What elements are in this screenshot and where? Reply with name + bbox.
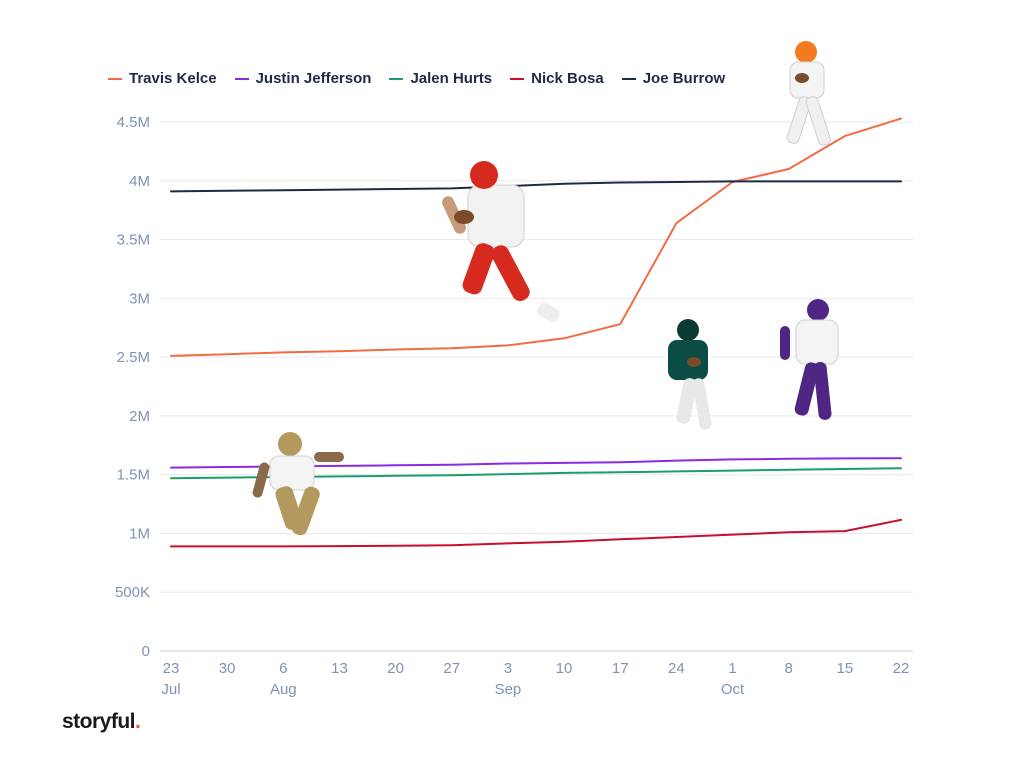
series-line-joe-burrow	[170, 180, 902, 193]
series-line-travis-kelce	[170, 117, 902, 357]
logo-text: storyful	[62, 710, 136, 733]
player-photo-nick-bosa	[252, 432, 344, 536]
y-tick-label: 0	[142, 643, 150, 660]
x-tick-label: 17	[612, 660, 629, 677]
storyful-logo: storyful.	[62, 710, 141, 734]
x-tick-label: 27	[443, 660, 460, 677]
x-axis-ticks: 23 Jul 30 6 Aug 13 20 27 3 Sep 10 17 24 1 Oct 8 15 22	[161, 660, 909, 698]
x-tick-label: 20	[387, 660, 404, 677]
y-tick-label: 3M	[129, 290, 150, 307]
legend-swatch	[389, 77, 404, 80]
y-tick-label: 2.5M	[117, 349, 150, 366]
x-tick-label: 10	[556, 660, 573, 677]
y-tick-label: 2M	[129, 408, 150, 425]
legend-swatch	[234, 77, 249, 80]
x-tick-month-label: Oct	[721, 681, 745, 698]
legend-item-travis-kelce: Travis Kelce	[108, 70, 217, 87]
x-tick-month-label: Jul	[161, 681, 180, 698]
x-tick-month-label: Sep	[495, 681, 522, 698]
legend-label: Justin Jefferson	[255, 70, 372, 87]
series-line-nick-bosa	[170, 518, 902, 548]
x-tick-month-label: Aug	[270, 681, 297, 698]
y-axis-ticks: 0 500K 1M 1.5M 2M 2.5M 3M 3.5M 4M 4.5M	[115, 114, 150, 660]
x-tick-label: 15	[837, 660, 854, 677]
legend-swatch	[510, 77, 525, 80]
y-tick-label: 1M	[129, 525, 150, 542]
player-photo-justin-jefferson	[780, 299, 839, 420]
x-tick-label: 3	[504, 660, 512, 677]
legend-item-justin-jefferson: Justin Jefferson	[234, 70, 372, 87]
legend-label: Jalen Hurts	[410, 70, 493, 87]
x-tick-label: 13	[331, 660, 348, 677]
legend-item-nick-bosa: Nick Bosa	[510, 70, 604, 87]
y-tick-label: 4M	[129, 173, 150, 190]
chart-legend: Travis Kelce Justin Jefferson Jalen Hurt…	[108, 70, 725, 87]
legend-swatch	[108, 77, 122, 80]
x-tick-label: 22	[893, 660, 910, 677]
y-tick-label: 3.5M	[117, 232, 150, 249]
x-tick-label: 30	[219, 660, 236, 677]
legend-item-jalen-hurts: Jalen Hurts	[389, 70, 492, 87]
x-tick-label: 6	[279, 660, 287, 677]
player-photo-travis-kelce	[442, 161, 560, 323]
legend-label: Joe Burrow	[642, 70, 726, 87]
gridlines	[160, 121, 913, 652]
logo-dot: .	[135, 710, 141, 733]
legend-label: Travis Kelce	[129, 70, 217, 87]
x-tick-label: 24	[668, 660, 685, 677]
legend-item-joe-burrow: Joe Burrow	[621, 70, 726, 87]
player-photo-jalen-hurts	[668, 319, 712, 430]
legend-label: Nick Bosa	[531, 70, 604, 87]
y-tick-label: 4.5M	[117, 114, 150, 131]
y-tick-label: 1.5M	[117, 467, 150, 484]
x-tick-label: 1	[728, 660, 736, 677]
x-tick-label: 8	[785, 660, 793, 677]
player-photo-joe-burrow	[786, 41, 831, 146]
legend-swatch	[621, 77, 636, 80]
y-tick-label: 500K	[115, 584, 150, 601]
x-tick-label: 23	[163, 660, 180, 677]
